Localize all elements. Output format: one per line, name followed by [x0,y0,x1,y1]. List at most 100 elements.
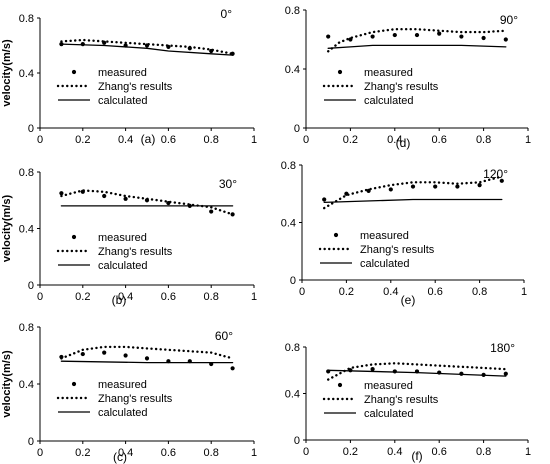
legend-measured-label: measured [98,67,147,79]
legend-calculated-label: calculated [364,95,414,107]
measured-point [322,197,327,202]
measured-point [503,371,508,376]
y-tick-label: 0.4 [285,64,300,76]
measured-point [433,184,438,189]
measured-point [370,366,375,372]
legend-measured-marker [333,232,339,238]
panel-label: (d) [396,136,411,150]
x-tick-label: 0.8 [476,446,491,458]
legend-measured-label: measured [98,232,147,244]
legend-zhang-label: Zhang's results [364,81,439,93]
x-tick-label: 0.4 [118,134,133,146]
y-axis-title: velocity(m/s) [1,195,13,263]
zhang-results-line [327,362,507,381]
measured-point [503,37,508,42]
calculated-line [327,369,507,377]
angle-label: 120° [483,167,508,181]
measured-point [102,193,107,199]
x-tick-label: 1 [525,446,531,458]
measured-point [144,356,150,361]
x-tick-label: 0.6 [428,286,443,298]
zhang-results-line [60,38,234,55]
x-tick-label: 0.2 [339,286,354,298]
x-tick-label: 0.2 [343,446,358,458]
legend: measured Zhang's results calculated [322,380,439,420]
panel-label: (e) [401,293,416,307]
panel-label: (f) [411,449,422,463]
measured-point [326,34,331,39]
y-tick-label: 0.4 [19,68,34,80]
y-tick-label: 0 [28,280,34,292]
zhang-results-line [60,345,234,360]
measured-point [230,212,235,217]
legend-calculated-label: calculated [98,95,148,107]
x-tick-label: 1 [521,286,527,298]
x-tick-label: 0.4 [387,134,402,146]
x-tick-label: 0 [37,134,43,146]
legend-measured-marker [337,69,343,75]
y-tick-label: 0.4 [19,379,34,391]
measured-point [410,184,416,189]
measured-point [499,178,504,183]
legend-calculated-label: calculated [364,408,414,420]
legend-zhang-label: Zhang's results [364,394,439,406]
calculated-line [327,44,507,49]
y-tick-label: 0.8 [285,5,300,17]
x-tick-label: 0.2 [343,134,358,146]
x-tick-label: 0.8 [204,447,219,459]
y-tick-label: 0.4 [281,218,296,230]
x-tick-label: 0.4 [383,286,398,298]
legend-measured-label: measured [360,230,409,242]
legend-measured-label: measured [364,67,413,79]
chart-panel-b: 0 0.2 0.4 0.6 0.8 1 0 0.4 0.8 velocity(m/s) 30° (b)… [1,167,257,307]
x-tick-label: 0 [37,291,43,303]
chart-panel-c: 0 0.2 0.4 0.6 0.8 1 0 0.4 0.8 velocity(m/s) 60° (c)… [1,322,257,464]
y-tick-label: 0 [290,275,296,287]
y-tick-label: 0 [28,123,34,135]
legend-zhang-label: Zhang's results [98,246,173,258]
panel-label: (c) [113,450,127,464]
calculated-line [60,360,234,364]
legend-measured-marker [71,381,77,387]
legend: measured Zhang's results calculated [56,232,173,272]
x-tick-label: 0.8 [204,291,219,303]
legend-calculated-label: calculated [98,407,148,419]
measured-point [370,34,375,39]
y-tick-label: 0.8 [285,342,300,354]
legend-zhang-label: Zhang's results [98,81,173,93]
legend: measured Zhang's results calculated [318,230,435,270]
y-tick-label: 0 [294,123,300,135]
x-tick-label: 0.4 [118,291,133,303]
x-tick-label: 0.6 [161,291,176,303]
measured-point [481,35,486,41]
measured-point [80,351,85,357]
measured-point [123,353,128,358]
legend: measured Zhang's results calculated [56,379,173,419]
x-tick-label: 0 [37,447,43,459]
y-tick-label: 0.4 [19,224,34,236]
measured-point [459,34,464,39]
legend-measured-marker [71,69,77,75]
measured-point [414,32,420,38]
x-tick-label: 0.2 [75,291,90,303]
legend-zhang-label: Zhang's results [360,244,435,256]
y-axis-title: velocity(m/s) [1,350,13,418]
y-tick-label: 0.8 [19,167,34,179]
y-axis-title: velocity(m/s) [1,39,13,107]
measured-point [388,187,393,192]
y-tick-label: 0.8 [19,322,34,334]
legend: measured Zhang's results calculated [56,67,173,107]
x-tick-label: 1 [525,134,531,146]
angle-label: 0° [221,7,233,21]
zhang-results-line [323,175,503,210]
y-tick-label: 0.4 [285,389,300,401]
y-tick-label: 0 [294,435,300,447]
chart-panel-a: 0 0.2 0.4 0.6 0.8 1 0 0.4 0.8 velocity(m/s) 0° (a) m… [1,7,257,146]
x-tick-label: 1 [251,447,257,459]
zhang-results-line [327,28,507,53]
legend-measured-marker [337,382,343,388]
x-tick-label: 1 [251,291,257,303]
calculated-line [60,43,234,56]
x-tick-label: 0 [303,134,309,146]
